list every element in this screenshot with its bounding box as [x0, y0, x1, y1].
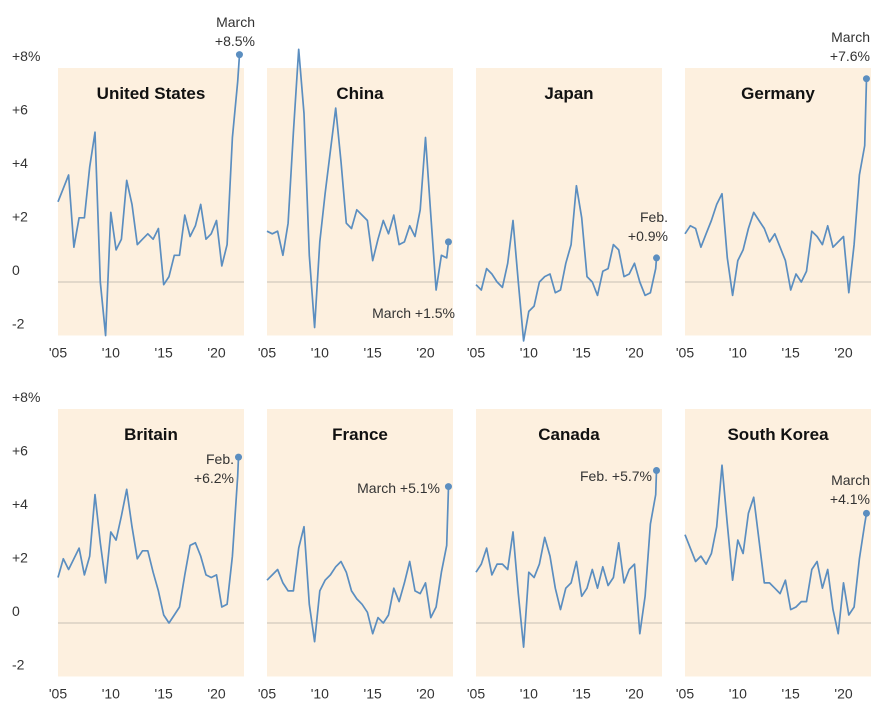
x-tick-label: '20: [416, 345, 434, 361]
x-tick-label: '20: [207, 686, 225, 702]
annotation: March: [216, 14, 255, 30]
panel-background: [267, 409, 453, 677]
panel-background: [476, 68, 662, 336]
y-tick-label: +6: [12, 102, 28, 118]
panel-title: Britain: [124, 425, 178, 444]
y-tick-label: -2: [12, 657, 25, 673]
y-tick-label: +2: [12, 550, 28, 566]
panel-background: [685, 409, 871, 677]
inflation-line: [684, 464, 868, 635]
panel-title: France: [332, 425, 388, 444]
x-tick-label: '10: [311, 686, 329, 702]
annotation: Feb.: [640, 209, 668, 225]
x-tick-label: '05: [467, 686, 485, 702]
x-tick-label: '20: [625, 345, 643, 361]
y-tick-label: +6: [12, 443, 28, 459]
x-tick-label: '05: [676, 686, 694, 702]
x-tick-label: '05: [676, 345, 694, 361]
annotation: +4.1%: [830, 491, 870, 507]
panel-title: Germany: [741, 84, 815, 103]
x-tick-label: '15: [782, 686, 800, 702]
x-tick-label: '15: [573, 345, 591, 361]
y-tick-label: -2: [12, 316, 25, 332]
panel-background: [476, 409, 662, 677]
inflation-line: [57, 54, 241, 337]
panel-background: [685, 68, 871, 336]
x-tick-label: '15: [782, 345, 800, 361]
x-tick-label: '15: [155, 345, 173, 361]
panel-title: China: [336, 84, 384, 103]
annotation: March: [831, 472, 870, 488]
panel: United States '05 '10 '15 '20 +8% +6 +4 +2 0 -2 Mar…: [12, 14, 255, 361]
x-tick-label: '05: [467, 345, 485, 361]
x-tick-label: '20: [207, 345, 225, 361]
y-tick-label: +4: [12, 496, 28, 512]
annotation: March +1.5%: [372, 305, 455, 321]
x-tick-label: '10: [102, 686, 120, 702]
panel-title: United States: [97, 84, 206, 103]
inflation-line: [57, 457, 240, 624]
y-tick-label: +8%: [12, 389, 40, 405]
annotation: +7.6%: [830, 48, 870, 64]
end-point: [862, 75, 870, 83]
y-tick-label: +8%: [12, 48, 40, 64]
inflation-line: [266, 486, 450, 643]
x-tick-label: '10: [729, 686, 747, 702]
y-tick-label: 0: [12, 603, 20, 619]
panel: Canada '05 '10 '15 '20 Feb. +5.7%: [467, 409, 662, 702]
end-point: [444, 483, 452, 491]
panel: Germany '05 '10 '15 '20 March +7.6%: [676, 29, 871, 361]
x-tick-label: '05: [258, 686, 276, 702]
y-tick-label: 0: [12, 262, 20, 278]
x-tick-label: '20: [834, 686, 852, 702]
x-tick-label: '20: [416, 686, 434, 702]
panel: France '05 '10 '15 '20 March +5.1%: [258, 409, 453, 702]
panel: China '05 '10 '15 '20 March +1.5%: [258, 48, 455, 361]
panel: South Korea '05 '10 '15 '20 March +4.1%: [676, 409, 871, 702]
x-tick-label: '05: [49, 345, 67, 361]
x-tick-label: '15: [155, 686, 173, 702]
inflation-line: [475, 470, 658, 648]
annotation: +6.2%: [194, 470, 234, 486]
x-tick-label: '10: [520, 345, 538, 361]
inflation-line: [684, 78, 868, 297]
x-tick-label: '15: [364, 686, 382, 702]
x-tick-label: '05: [49, 686, 67, 702]
end-point: [235, 453, 243, 461]
x-tick-label: '15: [364, 345, 382, 361]
x-tick-label: '10: [102, 345, 120, 361]
inflation-line: [475, 184, 658, 342]
annotation: March +5.1%: [357, 480, 440, 496]
x-tick-label: '20: [834, 345, 852, 361]
annotation: +8.5%: [215, 33, 255, 49]
end-point: [444, 238, 452, 246]
x-tick-label: '10: [311, 345, 329, 361]
panel-title: South Korea: [727, 425, 829, 444]
x-tick-label: '20: [625, 686, 643, 702]
annotation: +0.9%: [628, 228, 668, 244]
annotation: Feb. +5.7%: [580, 468, 652, 484]
panel: Japan '05 '10 '15 '20 Feb. +0.9%: [467, 68, 668, 361]
panel-background: [58, 409, 244, 677]
x-tick-label: '10: [729, 345, 747, 361]
end-point: [653, 254, 661, 262]
end-point: [653, 467, 661, 475]
annotation: Feb.: [206, 451, 234, 467]
x-tick-label: '10: [520, 686, 538, 702]
end-point: [862, 509, 870, 517]
y-tick-label: +2: [12, 209, 28, 225]
panel: Britain '05 '10 '15 '20 +8% +6 +4 +2 0 -2 Feb. +6.2%: [12, 389, 244, 702]
end-point: [235, 51, 243, 59]
x-tick-label: '05: [258, 345, 276, 361]
y-tick-label: +4: [12, 155, 28, 171]
inflation-line: [266, 48, 450, 329]
x-tick-label: '15: [573, 686, 591, 702]
panel-background: [267, 68, 453, 336]
panel-title: Canada: [538, 425, 600, 444]
panel-background: [58, 68, 244, 336]
panel-title: Japan: [544, 84, 593, 103]
annotation: March: [831, 29, 870, 45]
